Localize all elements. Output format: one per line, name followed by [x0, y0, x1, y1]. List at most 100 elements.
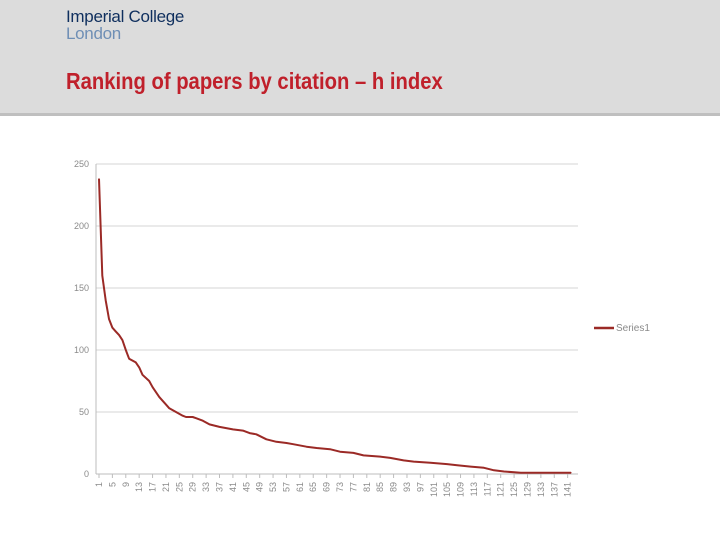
- data-point: [429, 462, 432, 464]
- data-point: [249, 432, 251, 434]
- slide-title: Ranking of papers by citation – h index: [66, 68, 443, 94]
- data-point: [379, 456, 381, 458]
- data-point: [265, 438, 267, 440]
- y-tick-label: 250: [74, 159, 89, 169]
- x-tick-label: 77: [348, 482, 358, 492]
- legend-label: Series1: [616, 323, 650, 334]
- x-tick-label: 97: [415, 482, 425, 492]
- data-point: [98, 178, 100, 180]
- series-group: [98, 178, 572, 474]
- x-tick-label: 69: [322, 482, 332, 492]
- data-point: [105, 299, 107, 301]
- x-tick-label: 105: [442, 482, 452, 497]
- x-tick-label: 41: [228, 482, 238, 492]
- data-point: [135, 361, 137, 363]
- logo-line-2: London: [66, 24, 121, 43]
- grid-lines: [96, 163, 578, 413]
- x-tick-label: 29: [188, 482, 198, 492]
- data-point: [101, 275, 103, 277]
- x-tick-label: 5: [107, 482, 117, 487]
- data-point: [503, 470, 505, 473]
- data-point: [121, 339, 124, 341]
- x-tick-label: 121: [496, 482, 506, 497]
- data-point: [413, 461, 415, 463]
- x-tick-label: 65: [308, 482, 318, 492]
- x-tick-label: 45: [241, 482, 251, 492]
- y-tick-label: 0: [84, 469, 89, 479]
- chart-legend: Series1: [594, 323, 650, 334]
- data-point: [148, 380, 150, 382]
- data-point: [483, 467, 485, 469]
- data-point: [151, 386, 154, 388]
- x-tick-label: 37: [215, 482, 225, 492]
- x-tick-label: 81: [362, 482, 372, 492]
- data-point: [255, 433, 257, 435]
- x-tick-label: 101: [429, 482, 439, 497]
- data-point: [158, 396, 160, 398]
- x-tick-label: 53: [268, 482, 278, 492]
- x-tick-label: 89: [389, 482, 399, 492]
- data-point: [125, 349, 127, 351]
- data-point: [175, 411, 177, 413]
- x-tick-label: 129: [522, 482, 532, 497]
- data-point: [182, 415, 184, 417]
- y-axis-ticks: 0 50 100 150 200 250: [74, 159, 89, 479]
- data-point: [469, 465, 472, 468]
- x-tick-label: 109: [456, 482, 466, 497]
- data-point: [362, 454, 365, 456]
- data-point: [352, 452, 355, 454]
- data-point: [403, 459, 405, 461]
- data-point: [168, 407, 170, 409]
- x-tick-label: 9: [121, 482, 131, 487]
- y-tick-label: 100: [74, 345, 89, 355]
- x-tick-label: 17: [148, 482, 158, 492]
- logo-line-1: Imperial College: [66, 7, 185, 26]
- data-point: [389, 457, 391, 459]
- data-point: [165, 403, 167, 406]
- x-tick-label: 93: [402, 482, 412, 492]
- data-point: [315, 447, 318, 449]
- x-axis-ticks: 1 5 9 13 17 21 25 29 33 37 41 45 49 53 57 61 65 69 73 77 81 8…: [94, 482, 573, 497]
- data-point: [115, 330, 117, 332]
- x-tick-label: 141: [563, 482, 573, 497]
- x-tick-label: 13: [134, 482, 144, 492]
- data-point: [493, 469, 495, 471]
- data-point: [118, 334, 120, 336]
- data-point: [202, 420, 204, 422]
- x-tick-label: 125: [509, 482, 519, 497]
- data-point: [446, 463, 448, 465]
- x-tick-label: 33: [201, 482, 211, 492]
- data-point: [242, 430, 244, 432]
- data-point: [536, 472, 539, 474]
- data-point: [128, 358, 130, 360]
- x-tick-label: 85: [375, 482, 385, 492]
- x-tick-label: 57: [281, 482, 291, 492]
- data-point: [292, 443, 294, 445]
- data-point: [520, 472, 522, 474]
- x-tick-label: 137: [549, 482, 559, 497]
- data-point: [111, 327, 113, 329]
- data-point: [195, 417, 197, 419]
- data-point: [192, 416, 194, 418]
- data-point: [275, 441, 278, 443]
- x-tick-label: 25: [174, 482, 184, 492]
- data-point: [108, 318, 110, 320]
- data-point: [339, 451, 341, 453]
- x-tick-label: 73: [335, 482, 345, 492]
- data-point: [570, 472, 572, 474]
- y-tick-label: 200: [74, 221, 89, 231]
- data-point: [456, 464, 458, 466]
- x-tick-label: 113: [469, 482, 479, 496]
- data-point: [141, 374, 144, 376]
- slide-header: Imperial College London Ranking of paper…: [0, 0, 720, 116]
- series-line-1: [98, 178, 571, 474]
- x-tick-label: 61: [295, 482, 305, 492]
- data-point: [553, 472, 555, 474]
- data-point: [218, 426, 221, 428]
- data-point: [138, 366, 140, 368]
- data-point: [208, 423, 211, 425]
- x-tick-label: 133: [536, 482, 546, 497]
- x-tick-label: 1: [94, 482, 104, 487]
- chart-axes: [95, 164, 578, 478]
